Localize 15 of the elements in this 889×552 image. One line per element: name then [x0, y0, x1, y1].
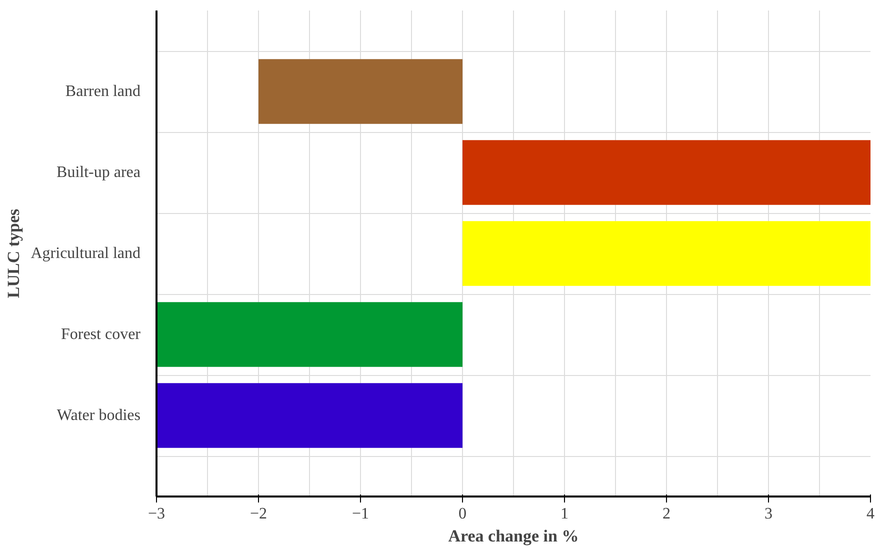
y-tick-label: Agricultural land [30, 245, 141, 262]
y-tick-label: Built-up area [56, 164, 140, 181]
x-tick-label: 4 [866, 506, 874, 522]
x-tick-label: −1 [352, 506, 370, 522]
y-tick-label: Forest cover [60, 326, 142, 343]
x-tick-label: −2 [250, 506, 268, 522]
x-tick-label: 2 [662, 506, 670, 522]
y-axis-title: LULC types [4, 208, 23, 298]
y-tick-label: Barren land [65, 83, 140, 100]
x-tick-label: 1 [560, 506, 568, 522]
x-axis-title: Area change in % [448, 526, 579, 546]
x-tick-label: −3 [148, 506, 166, 522]
x-tick-label: 3 [764, 506, 772, 522]
x-tick-label: 0 [458, 506, 466, 522]
y-tick-label: Water bodies [56, 407, 141, 424]
